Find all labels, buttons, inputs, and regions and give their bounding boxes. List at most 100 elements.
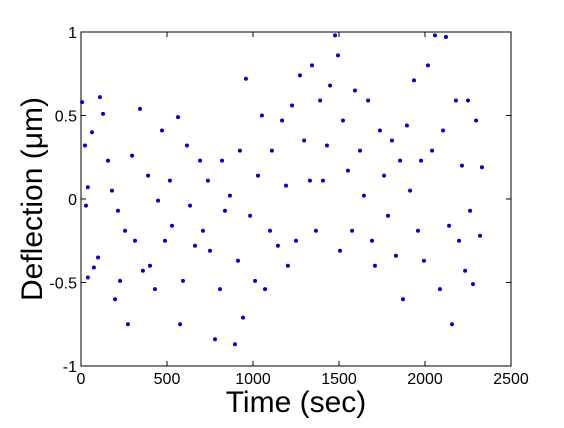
data-point bbox=[140, 268, 145, 273]
data-point bbox=[96, 255, 101, 260]
data-point bbox=[82, 143, 87, 148]
data-point bbox=[180, 278, 185, 283]
data-point bbox=[280, 118, 285, 123]
data-point bbox=[457, 238, 462, 243]
data-point bbox=[253, 278, 258, 283]
data-point bbox=[137, 106, 142, 111]
data-point bbox=[393, 253, 398, 258]
y-tick-label: 0 bbox=[68, 192, 77, 209]
y-axis-label: Deflection (μm) bbox=[16, 97, 49, 301]
data-point bbox=[415, 228, 420, 233]
data-point bbox=[425, 63, 430, 68]
data-point bbox=[101, 111, 106, 116]
data-point bbox=[389, 138, 394, 143]
x-tick-label: 1500 bbox=[321, 371, 357, 388]
data-point bbox=[466, 98, 470, 103]
x-axis-label: Time (sec) bbox=[226, 386, 367, 419]
data-point bbox=[188, 203, 193, 208]
data-point bbox=[115, 208, 120, 213]
data-point bbox=[83, 203, 88, 208]
data-point bbox=[109, 188, 114, 193]
data-point bbox=[309, 63, 314, 68]
data-point bbox=[453, 98, 458, 103]
data-point bbox=[178, 322, 183, 327]
data-point bbox=[220, 158, 225, 163]
data-point bbox=[352, 88, 357, 93]
data-point bbox=[441, 128, 446, 133]
data-point bbox=[345, 168, 350, 173]
data-point bbox=[335, 53, 340, 58]
data-point bbox=[377, 128, 382, 133]
data-point bbox=[198, 158, 203, 163]
data-point bbox=[118, 278, 123, 283]
y-tick-label: 0.5 bbox=[55, 109, 77, 126]
data-point bbox=[443, 35, 448, 40]
x-tick-label: 2000 bbox=[407, 371, 443, 388]
data-point bbox=[411, 78, 416, 83]
data-point bbox=[217, 287, 222, 292]
data-point bbox=[133, 238, 138, 243]
data-point bbox=[470, 282, 475, 287]
data-point bbox=[232, 342, 237, 347]
data-point bbox=[146, 173, 151, 178]
x-tick-label: 1000 bbox=[235, 371, 271, 388]
data-point bbox=[208, 248, 212, 253]
data-point bbox=[421, 258, 426, 263]
data-point bbox=[366, 98, 371, 103]
data-point bbox=[302, 138, 307, 143]
data-point bbox=[408, 188, 413, 193]
data-point bbox=[294, 238, 298, 243]
data-point bbox=[382, 173, 387, 178]
data-point bbox=[321, 178, 326, 183]
data-point bbox=[212, 337, 217, 342]
data-point bbox=[338, 248, 343, 253]
data-point bbox=[386, 213, 391, 218]
data-point bbox=[160, 128, 165, 133]
data-point bbox=[152, 287, 157, 292]
data-point bbox=[328, 83, 333, 88]
data-point bbox=[340, 118, 345, 123]
data-point bbox=[419, 158, 424, 163]
data-point bbox=[269, 148, 274, 153]
data-point bbox=[430, 148, 435, 153]
data-point bbox=[237, 148, 242, 153]
data-point bbox=[318, 98, 323, 103]
data-point bbox=[85, 185, 90, 190]
data-point bbox=[91, 265, 96, 270]
data-point bbox=[97, 95, 102, 100]
data-point bbox=[333, 33, 338, 38]
data-point bbox=[162, 238, 167, 243]
y-tick-label: 1 bbox=[68, 25, 77, 42]
data-point bbox=[324, 143, 329, 148]
data-point bbox=[400, 297, 405, 302]
data-point bbox=[169, 223, 174, 228]
data-point bbox=[259, 113, 264, 118]
data-point bbox=[290, 103, 295, 108]
data-point bbox=[468, 208, 473, 213]
data-point bbox=[106, 158, 111, 163]
data-point bbox=[147, 263, 152, 268]
data-point bbox=[248, 213, 253, 218]
data-point bbox=[372, 263, 377, 268]
y-tick-label: -0.5 bbox=[49, 276, 77, 293]
data-point bbox=[227, 193, 232, 198]
data-point bbox=[297, 73, 302, 78]
data-point bbox=[275, 243, 280, 248]
data-point bbox=[459, 163, 464, 168]
data-point bbox=[243, 76, 248, 81]
data-point bbox=[167, 178, 172, 183]
data-point bbox=[479, 165, 484, 170]
data-point bbox=[255, 173, 260, 178]
x-tick-label: 2500 bbox=[493, 371, 529, 388]
data-point bbox=[357, 148, 362, 153]
data-point bbox=[205, 178, 210, 183]
data-point bbox=[447, 223, 452, 228]
x-tick-label: 500 bbox=[154, 371, 181, 388]
data-point bbox=[80, 100, 85, 105]
data-point bbox=[450, 322, 455, 327]
data-point bbox=[437, 287, 442, 292]
data-point bbox=[474, 118, 479, 123]
data-point bbox=[156, 198, 161, 203]
